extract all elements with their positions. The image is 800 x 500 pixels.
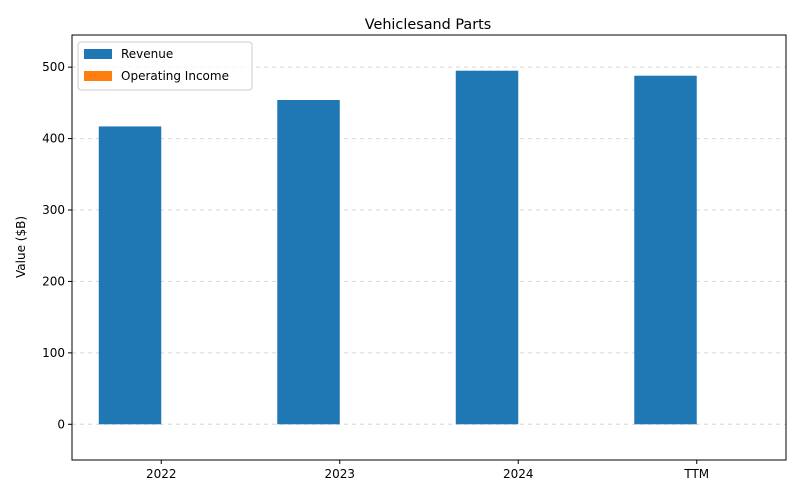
bars bbox=[98, 70, 697, 425]
legend-swatch-operating-income bbox=[84, 71, 112, 81]
y-tick-label: 300 bbox=[42, 203, 65, 217]
x-tick-label: TTM bbox=[683, 467, 709, 481]
chart-title: Vehiclesand Parts bbox=[365, 17, 492, 33]
legend-swatch-revenue bbox=[84, 49, 112, 59]
y-tick-label: 0 bbox=[57, 417, 65, 431]
bar-revenue bbox=[634, 75, 697, 425]
x-tick-label: 2023 bbox=[324, 467, 355, 481]
x-axis: 2022 2023 2024 TTM bbox=[146, 460, 709, 481]
x-tick-label: 2024 bbox=[503, 467, 534, 481]
y-axis-label: Value ($B) bbox=[14, 216, 28, 278]
bar-revenue bbox=[277, 100, 340, 425]
legend-frame bbox=[77, 41, 253, 91]
plot-frame bbox=[71, 34, 787, 461]
x-tick-label: 2022 bbox=[146, 467, 177, 481]
bar-revenue bbox=[455, 70, 519, 425]
legend: Revenue Operating Income bbox=[77, 41, 253, 91]
y-axis: 0 100 200 300 400 500 bbox=[42, 60, 72, 431]
y-tick-label: 100 bbox=[42, 346, 65, 360]
legend-label-operating-income: Operating Income bbox=[121, 69, 229, 83]
y-tick-label: 400 bbox=[42, 132, 65, 146]
y-tick-label: 500 bbox=[42, 60, 65, 74]
y-tick-label: 200 bbox=[42, 274, 65, 288]
legend-label-revenue: Revenue bbox=[121, 47, 173, 61]
bar-revenue bbox=[98, 126, 162, 425]
